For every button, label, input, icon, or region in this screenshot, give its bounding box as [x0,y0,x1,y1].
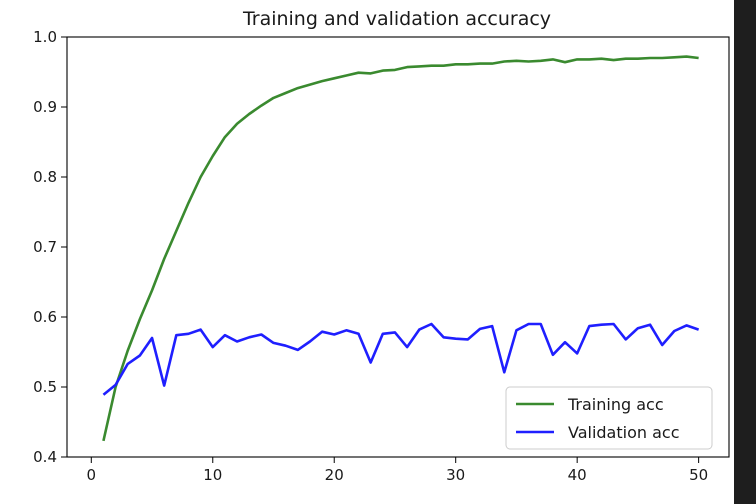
legend-validation-label: Validation acc [568,423,680,442]
x-tick-label: 30 [446,466,465,484]
y-tick-label: 0.4 [33,448,57,466]
figure-right-margin [734,0,756,504]
x-tick-label: 50 [689,466,708,484]
plot-series [102,55,700,442]
x-tick-label: 20 [325,466,344,484]
y-tick-label: 0.8 [33,168,57,186]
legend-box [505,386,713,450]
x-tick-label: 10 [203,466,222,484]
training-acc-line [102,55,699,442]
legend: Training acc Validation acc [505,386,713,450]
x-tick-label: 0 [87,466,97,484]
y-tick-label: 1.0 [33,28,57,46]
y-tick-label: 0.9 [33,98,57,116]
y-tick-label: 0.7 [33,238,57,256]
x-tick-label: 40 [568,466,587,484]
y-tick-label: 0.5 [33,378,57,396]
chart-title: Training and validation accuracy [242,8,551,30]
validation-acc-line [102,322,700,396]
y-tick-label: 0.6 [33,308,57,326]
plot-frame [66,36,730,458]
legend-training-label: Training acc [567,395,664,414]
axis-ticks: 0 10 20 30 40 50 0.4 0.5 0.6 0.7 0.8 0.9 1.0 [33,28,708,484]
